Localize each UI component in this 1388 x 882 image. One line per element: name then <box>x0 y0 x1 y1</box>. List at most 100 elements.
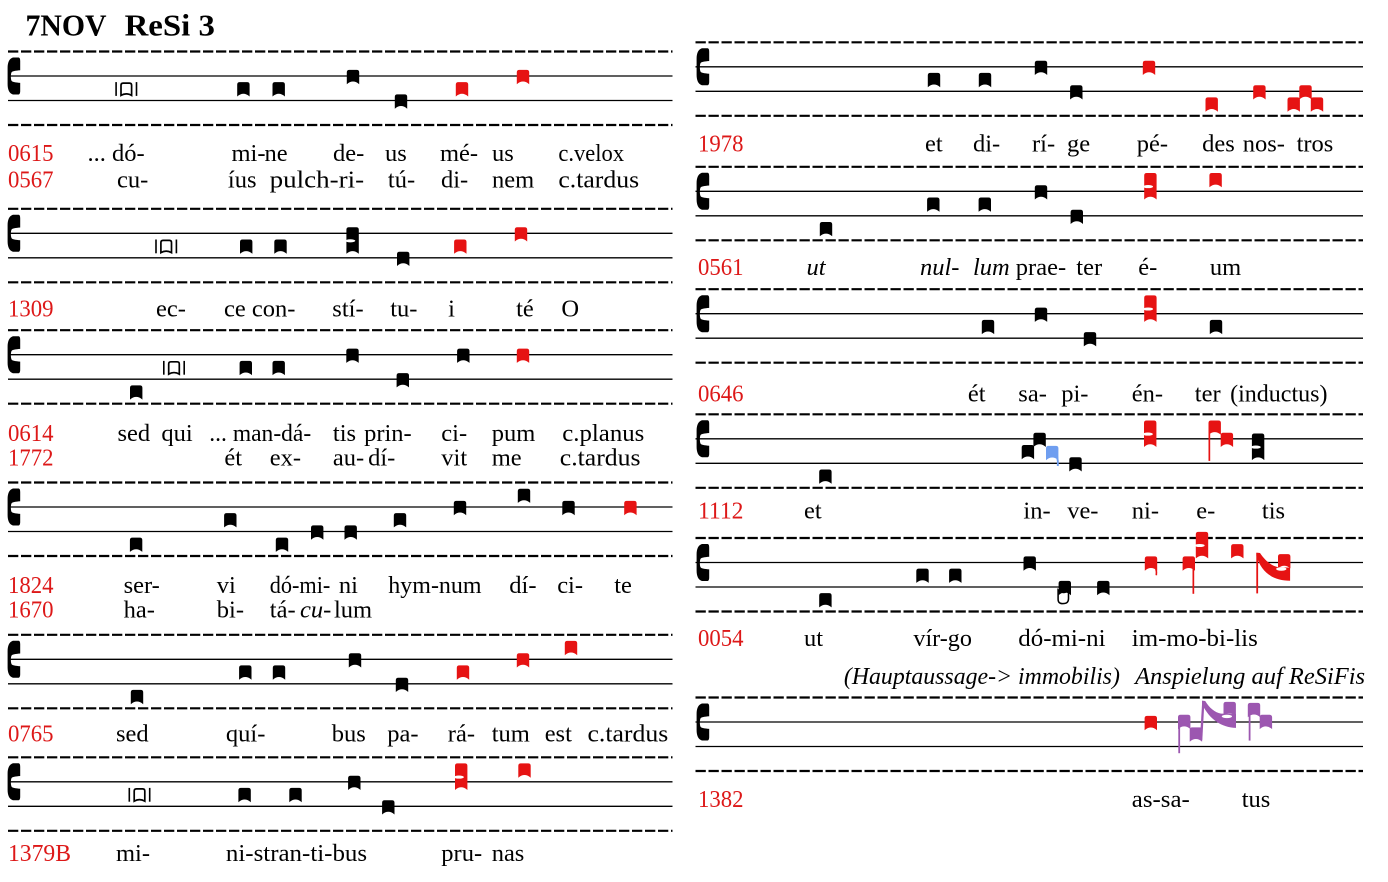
svg-text:0615: 0615 <box>8 140 54 167</box>
svg-text:i: i <box>448 296 455 323</box>
svg-text:lum: lum <box>973 254 1010 281</box>
svg-text:c.tardus: c.tardus <box>588 721 669 748</box>
svg-text:(Hauptaussage-> immobilis): (Hauptaussage-> immobilis) <box>844 663 1120 690</box>
svg-text:1670: 1670 <box>8 597 54 624</box>
svg-text:dí-: dí- <box>368 445 395 472</box>
svg-text:én-: én- <box>1132 381 1163 408</box>
svg-text:ni-: ni- <box>1132 498 1159 525</box>
svg-text:sa-: sa- <box>1018 381 1047 408</box>
svg-text:pé-: pé- <box>1137 131 1168 158</box>
svg-text:des: des <box>1202 131 1235 158</box>
svg-text:est: est <box>545 721 572 748</box>
svg-text:ve-: ve- <box>1067 498 1098 525</box>
svg-text:us: us <box>492 140 514 167</box>
svg-text:mi-: mi- <box>116 840 150 867</box>
svg-text:rí-: rí- <box>1032 131 1055 158</box>
svg-text:nas: nas <box>492 840 525 867</box>
svg-text:as-sa-: as-sa- <box>1132 786 1190 813</box>
svg-text:ha-: ha- <box>124 597 155 624</box>
svg-text:íus: íus <box>228 166 257 193</box>
svg-text:1112: 1112 <box>698 498 744 525</box>
svg-text:stí-: stí- <box>332 296 363 323</box>
svg-text:et: et <box>925 131 943 158</box>
svg-text:vi: vi <box>217 572 236 599</box>
svg-text:prin-: prin- <box>364 420 412 447</box>
svg-text:cu-: cu- <box>300 597 331 624</box>
svg-text:pulch-ri-: pulch-ri- <box>270 166 364 193</box>
svg-text:tros: tros <box>1297 131 1334 158</box>
svg-text:ni-stran-ti-bus: ni-stran-ti-bus <box>226 840 367 867</box>
svg-text:quí-: quí- <box>226 721 265 748</box>
svg-text:sed: sed <box>118 420 151 447</box>
svg-text:0567: 0567 <box>8 166 54 193</box>
svg-text:ét: ét <box>224 445 242 472</box>
svg-text:dó-mi-ni: dó-mi-ni <box>1018 625 1105 652</box>
svg-text:mi-: mi- <box>232 140 266 167</box>
svg-text:tis: tis <box>1262 498 1285 525</box>
svg-text:vír-go: vír-go <box>913 625 972 652</box>
svg-text:cu-: cu- <box>117 166 148 193</box>
svg-text:(inductus): (inductus) <box>1230 381 1327 408</box>
svg-text:ne: ne <box>265 140 288 167</box>
svg-text:c.tardus: c.tardus <box>560 445 641 472</box>
svg-text:prae-: prae- <box>1016 254 1066 281</box>
svg-text:tu-: tu- <box>390 296 417 323</box>
svg-text:ge: ge <box>1067 131 1090 158</box>
svg-text:0054: 0054 <box>698 625 744 652</box>
svg-text:1309: 1309 <box>8 296 54 323</box>
svg-text:c.planus: c.planus <box>562 420 644 447</box>
svg-text:1382: 1382 <box>698 786 744 813</box>
svg-text:au-: au- <box>333 445 364 472</box>
svg-text:tus: tus <box>1242 786 1271 813</box>
svg-text:1379B: 1379B <box>8 840 71 867</box>
svg-text:... man-dá-: ... man-dá- <box>209 420 311 447</box>
svg-text:um: um <box>1210 254 1241 281</box>
svg-text:pru-: pru- <box>441 840 482 867</box>
svg-text:de-: de- <box>333 140 364 167</box>
svg-text:tá-: tá- <box>270 597 296 624</box>
svg-text:hym-num: hym-num <box>388 572 481 599</box>
svg-text:ec-: ec- <box>156 296 186 323</box>
svg-text:1772: 1772 <box>8 445 54 472</box>
svg-text:0765: 0765 <box>8 721 54 748</box>
svg-text:in-: in- <box>1023 498 1050 525</box>
svg-text:pa-: pa- <box>387 721 418 748</box>
svg-text:tum: tum <box>492 721 530 748</box>
svg-text:ni: ni <box>339 572 358 599</box>
svg-text:1824: 1824 <box>8 572 54 599</box>
svg-text:bus: bus <box>332 721 366 748</box>
svg-text:ut: ut <box>804 625 823 652</box>
svg-text:dí-: dí- <box>509 572 536 599</box>
svg-text:nos-: nos- <box>1243 131 1285 158</box>
svg-text:nul-: nul- <box>920 254 959 281</box>
svg-text:mé-: mé- <box>440 140 478 167</box>
svg-text:... dó-: ... dó- <box>88 140 145 167</box>
svg-text:ex-: ex- <box>270 445 301 472</box>
svg-text:vit: vit <box>441 445 467 472</box>
svg-text:us: us <box>385 140 407 167</box>
svg-text:di-: di- <box>973 131 1000 158</box>
svg-text:7NOV: 7NOV <box>26 8 108 43</box>
svg-text:e-: e- <box>1196 498 1215 525</box>
svg-text:Anspielung auf ReSiFis: Anspielung auf ReSiFis <box>1133 663 1365 690</box>
svg-text:lum: lum <box>334 597 372 624</box>
svg-text:ce con-: ce con- <box>224 296 295 323</box>
svg-text:rá-: rá- <box>448 721 475 748</box>
svg-text:O: O <box>561 296 579 323</box>
svg-text:0561: 0561 <box>698 254 744 281</box>
svg-text:é-: é- <box>1138 254 1157 281</box>
svg-text:di-: di- <box>441 166 468 193</box>
svg-text:0646: 0646 <box>698 381 744 408</box>
svg-text:ét: ét <box>968 381 986 408</box>
svg-text:ci-: ci- <box>441 420 467 447</box>
svg-text:te: te <box>614 572 632 599</box>
svg-text:ter: ter <box>1076 254 1102 281</box>
svg-text:ser-: ser- <box>124 572 160 599</box>
svg-text:bi-: bi- <box>217 597 244 624</box>
svg-text:c.velox: c.velox <box>558 140 624 167</box>
svg-text:et: et <box>804 498 822 525</box>
svg-text:1978: 1978 <box>698 131 744 158</box>
svg-text:me: me <box>492 445 522 472</box>
svg-text:pum: pum <box>492 420 536 447</box>
svg-text:dó-mi-: dó-mi- <box>270 572 331 599</box>
